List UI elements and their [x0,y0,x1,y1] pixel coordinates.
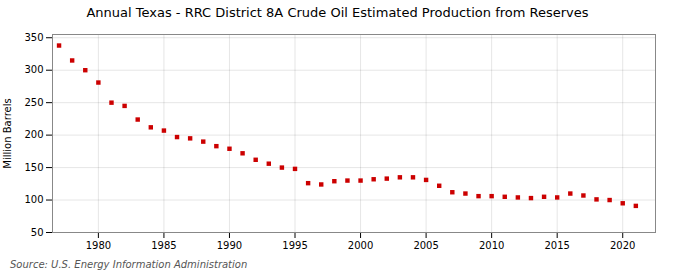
svg-text:350: 350 [24,32,43,43]
html-text:Annual Texas - RRC District 8A: Annual Texas - RRC District 8A Crude Oil… [86,5,589,20]
svg-text:Million Barrels: Million Barrels [2,98,13,168]
svg-text:50: 50 [31,227,44,238]
svg-text:300: 300 [24,64,43,75]
svg-text:1990: 1990 [217,240,242,251]
svg-text:2010: 2010 [479,240,504,251]
svg-text:2015: 2015 [544,240,569,251]
svg-text:2020: 2020 [610,240,635,251]
svg-text:250: 250 [24,97,43,108]
svg-text:2000: 2000 [348,240,373,251]
svg-text:100: 100 [24,194,43,205]
svg-text:200: 200 [24,129,43,140]
svg-text:1980: 1980 [86,240,111,251]
svg-text:150: 150 [24,162,43,173]
svg-text:1985: 1985 [151,240,176,251]
svg-text:2005: 2005 [413,240,438,251]
svg-text:1995: 1995 [282,240,307,251]
html-text:Source: U.S. Energy Informatio: Source: U.S. Energy Information Administ… [10,259,248,270]
